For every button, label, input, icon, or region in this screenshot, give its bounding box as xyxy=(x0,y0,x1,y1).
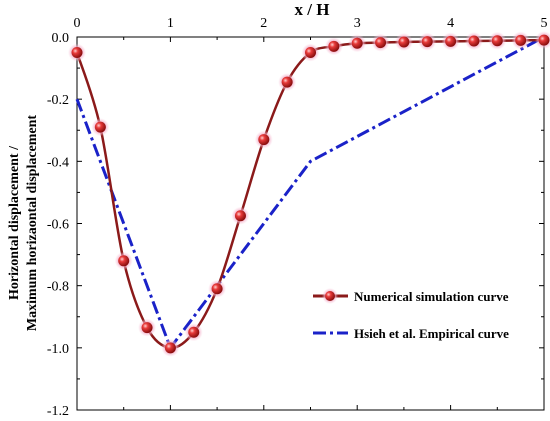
data-point-numerical xyxy=(538,34,550,46)
data-point-numerical xyxy=(305,47,316,59)
x-tick-label: 0 xyxy=(74,16,81,31)
x-tick-label: 5 xyxy=(541,16,548,31)
data-point-numerical xyxy=(164,342,176,354)
legend-label-empirical: Hsieh et al. Empirical curve xyxy=(354,326,509,341)
legend: Numerical simulation curve Hsieh et al. … xyxy=(313,288,509,341)
data-point-numerical xyxy=(211,283,223,295)
x-tick-label: 2 xyxy=(260,16,267,31)
y-axis-title-line-1: Horizontal displacement / xyxy=(7,145,22,300)
series-line-empirical xyxy=(75,35,545,351)
data-point-numerical xyxy=(491,35,503,47)
data-point-numerical xyxy=(445,35,457,47)
y-tick-label: 0.0 xyxy=(52,31,70,46)
x-tick-label: 3 xyxy=(354,16,361,31)
data-point-numerical xyxy=(351,37,363,49)
x-tick-label: 4 xyxy=(447,16,454,31)
data-point-numerical xyxy=(234,210,246,222)
y-tick-label: -0.6 xyxy=(47,218,69,233)
data-point-numerical xyxy=(468,35,480,47)
legend-label-numerical: Numerical simulation curve xyxy=(354,289,509,304)
y-tick-label: -1.0 xyxy=(47,342,69,357)
data-point-numerical xyxy=(421,36,433,48)
data-point-numerical xyxy=(375,37,387,49)
y-tick-label: -0.4 xyxy=(47,155,69,170)
data-point-numerical xyxy=(398,36,410,48)
x-axis-ticks: 0 1 2 3 4 5 xyxy=(74,16,548,410)
legend-marker-numerical xyxy=(325,291,335,301)
y-tick-label: -0.2 xyxy=(47,93,69,108)
y-axis-ticks: 0.0 -0.2 -0.4 -0.6 -0.8 -1.0 -1.2 xyxy=(47,31,544,419)
data-point-numerical xyxy=(188,326,200,338)
data-point-numerical xyxy=(281,76,293,88)
data-point-numerical xyxy=(258,134,270,146)
y-axis-title-line-2: Maximum horizaontal displacement xyxy=(25,115,40,332)
x-axis-title: x / H xyxy=(295,0,330,19)
data-point-numerical xyxy=(118,255,130,267)
y-tick-label: -1.2 xyxy=(47,404,69,419)
data-point-numerical xyxy=(94,121,106,133)
plot-frame xyxy=(76,36,545,411)
data-point-numerical xyxy=(71,47,83,59)
data-point-numerical xyxy=(515,34,527,46)
series-layer xyxy=(68,31,550,357)
data-point-numerical xyxy=(141,322,153,334)
x-tick-label: 1 xyxy=(167,16,174,31)
y-tick-label: -0.8 xyxy=(47,280,69,295)
data-point-numerical xyxy=(328,40,340,52)
